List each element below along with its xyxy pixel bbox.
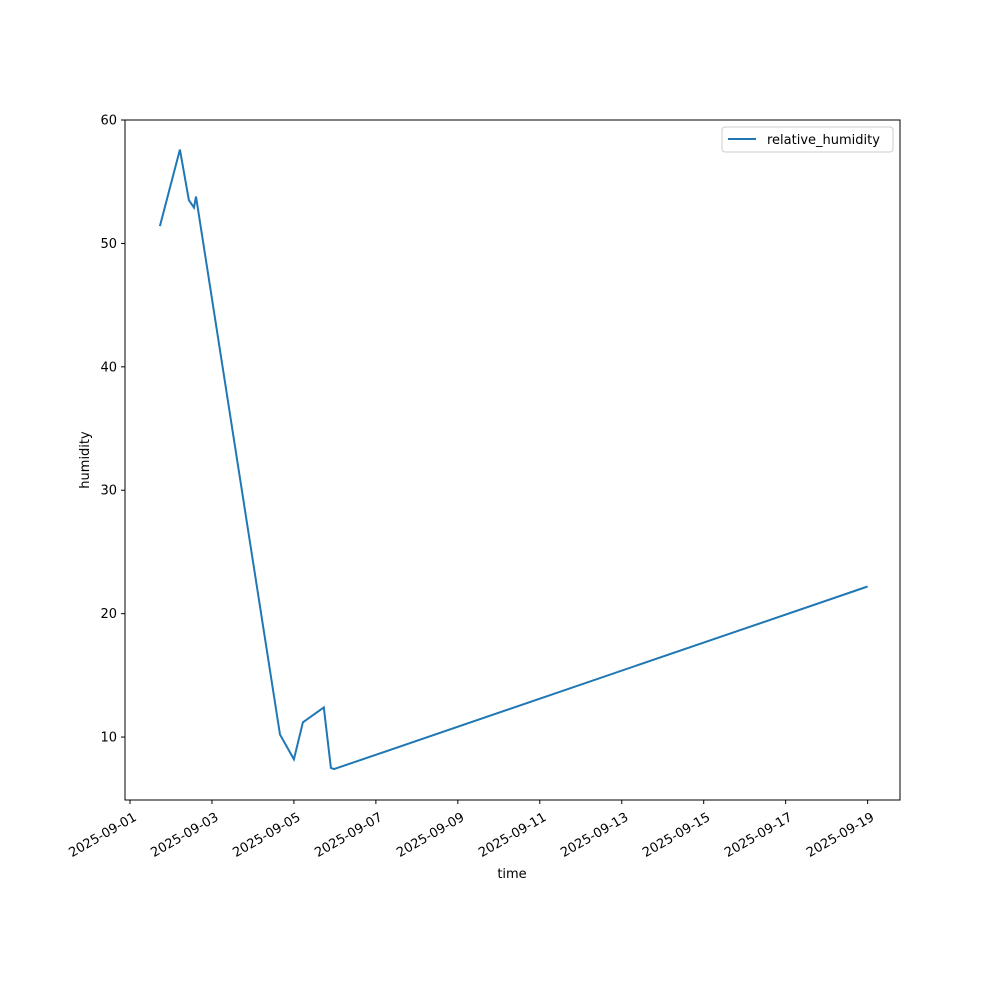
y-axis-label: humidity [78, 431, 93, 489]
legend-label: relative_humidity [767, 133, 880, 148]
x-tick-label: 2025-09-09 [394, 810, 467, 861]
y-tick-label: 20 [100, 607, 117, 622]
y-tick-label: 30 [100, 484, 117, 499]
y-tick-label: 10 [100, 731, 117, 746]
x-tick-label: 2025-09-03 [148, 810, 221, 861]
plot-frame [124, 119, 901, 801]
x-tick-label: 2025-09-01 [66, 810, 139, 861]
legend: relative_humidity [721, 126, 894, 153]
x-axis-label: time [497, 867, 526, 882]
y-tick-label: 50 [100, 237, 117, 252]
y-tick-label: 40 [100, 360, 117, 375]
y-tick-label: 60 [100, 114, 117, 129]
x-tick-label: 2025-09-13 [558, 810, 631, 861]
x-tick-label: 2025-09-11 [476, 810, 549, 861]
x-tick-label: 2025-09-17 [722, 810, 795, 861]
x-tick-label: 2025-09-05 [230, 810, 303, 861]
x-tick-label: 2025-09-07 [312, 810, 385, 861]
x-tick-label: 2025-09-15 [640, 810, 713, 861]
x-tick-label: 2025-09-19 [804, 810, 877, 861]
series-line-relative-humidity [158, 149, 868, 771]
